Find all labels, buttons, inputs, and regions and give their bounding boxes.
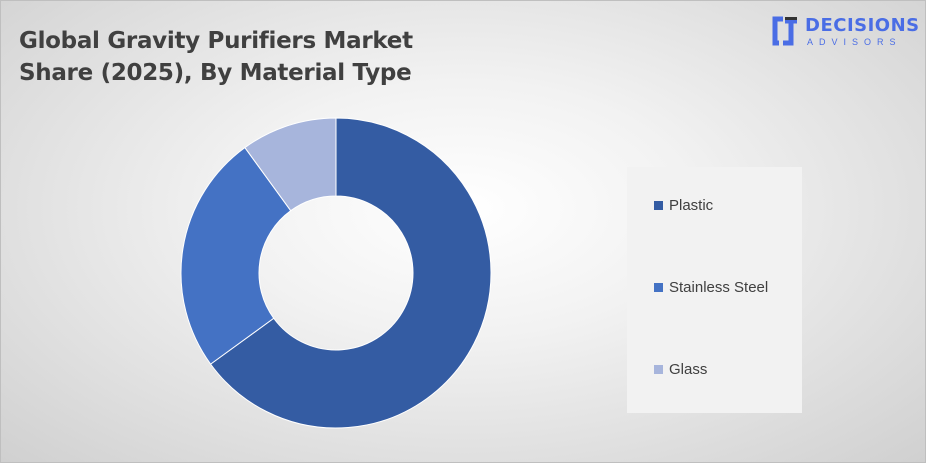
title-line-1: Global Gravity Purifiers Market (19, 28, 413, 54)
legend-item: Stainless Steel (654, 279, 768, 296)
slice-plastic (209, 117, 492, 429)
decisions-advisors-logo: DECISIONS ADVISORS (771, 15, 921, 49)
legend-swatch (654, 283, 663, 292)
legend-label: Glass (669, 361, 708, 378)
slice-glass (244, 117, 337, 212)
legend: Plastic Stainless Steel Glass (627, 167, 802, 413)
legend-label: Plastic (669, 197, 714, 214)
legend-item: Plastic (654, 197, 713, 214)
logo-icon (772, 16, 797, 46)
logo-subtext: ADVISORS (807, 37, 902, 47)
legend-label: Stainless Steel (669, 279, 769, 296)
chart-title: Global Gravity Purifiers Market Share (2… (19, 25, 413, 89)
legend-swatch (654, 201, 663, 210)
logo-text: DECISIONS (805, 15, 920, 36)
slice-stainless-steel (180, 146, 292, 365)
title-line-2: Share (2025), By Material Type (19, 60, 412, 86)
legend-item: Glass (654, 361, 707, 378)
legend-swatch (654, 365, 663, 374)
